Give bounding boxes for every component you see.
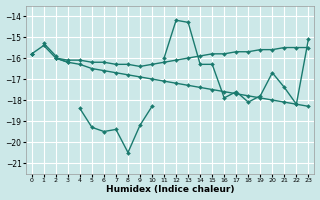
X-axis label: Humidex (Indice chaleur): Humidex (Indice chaleur) xyxy=(106,185,234,194)
